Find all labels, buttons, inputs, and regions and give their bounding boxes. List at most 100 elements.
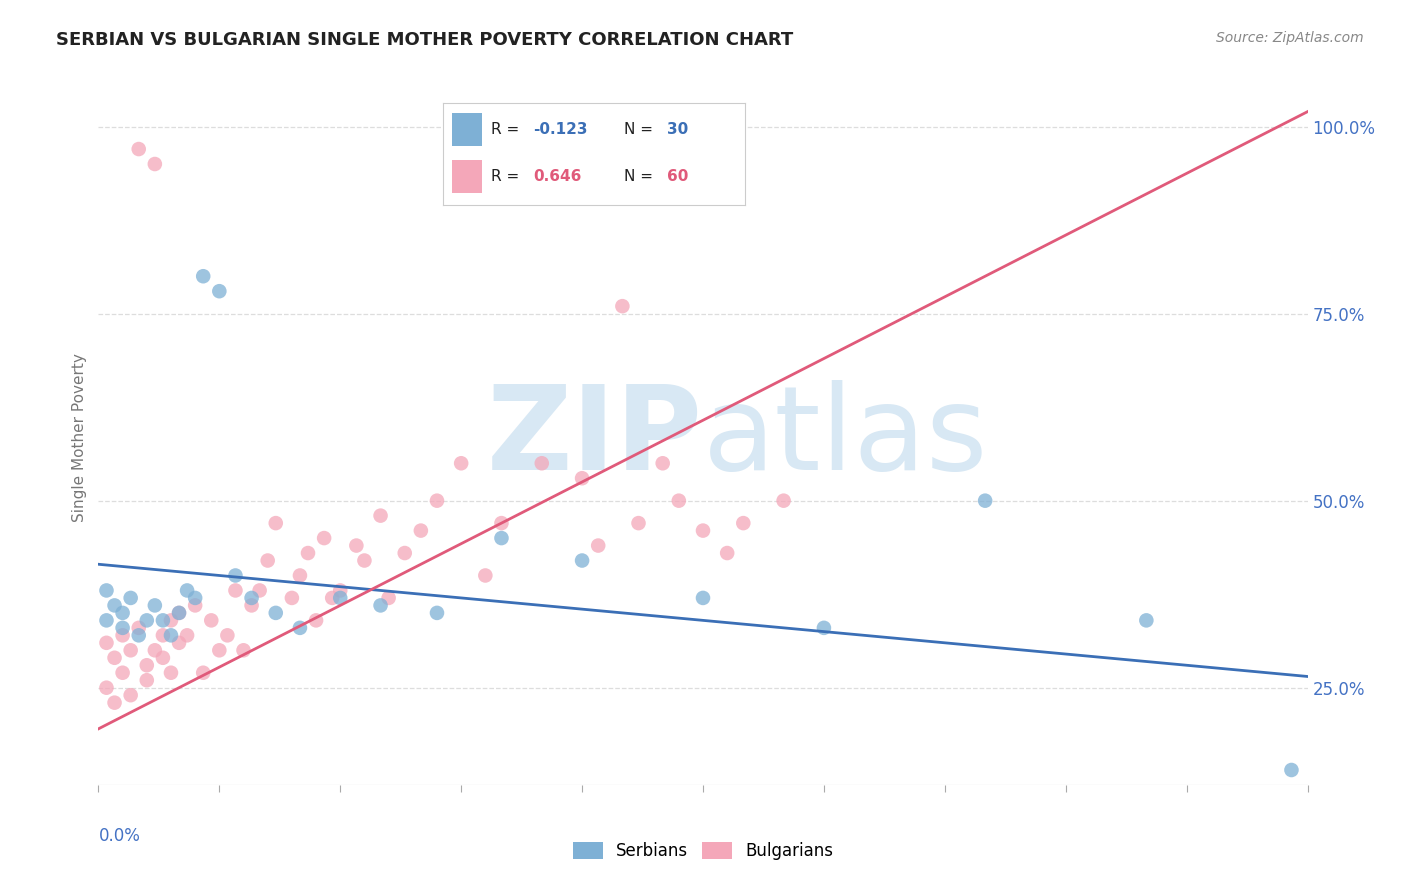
Point [167,636,190,650]
Point [321,591,343,605]
Y-axis label: Single Mother Poverty: Single Mother Poverty [72,352,87,522]
Point [571,553,593,567]
Point [692,591,714,605]
Point [426,606,449,620]
Point [103,650,125,665]
Point [370,508,392,523]
Point [200,613,222,627]
Point [167,606,190,620]
Point [208,643,231,657]
Point [651,456,673,470]
Point [135,673,157,688]
Text: 0.0%: 0.0% [98,827,141,845]
Text: 60: 60 [666,169,688,184]
Text: 30: 30 [666,121,688,136]
Point [232,643,254,657]
Point [305,613,328,627]
Text: SERBIAN VS BULGARIAN SINGLE MOTHER POVERTY CORRELATION CHART: SERBIAN VS BULGARIAN SINGLE MOTHER POVER… [56,31,793,49]
Point [329,591,352,605]
Point [152,650,174,665]
Point [208,284,231,298]
Point [240,591,263,605]
Point [249,583,271,598]
Point [160,665,183,680]
Text: N =: N = [624,169,658,184]
Point [240,599,263,613]
Point [281,591,304,605]
Point [111,606,134,620]
Point [224,568,246,582]
Point [426,493,449,508]
Point [344,539,367,553]
Point [450,456,472,470]
Point [974,493,997,508]
Point [627,516,650,530]
Point [224,583,246,598]
Text: R =: R = [491,169,524,184]
Point [160,628,183,642]
Point [692,524,714,538]
Point [409,524,432,538]
Point [394,546,416,560]
Point [491,531,513,545]
Text: 0.646: 0.646 [534,169,582,184]
Point [152,628,174,642]
Point [96,636,118,650]
Text: atlas: atlas [703,380,988,494]
Point [103,599,125,613]
Point [733,516,755,530]
Point [111,628,134,642]
Point [135,613,157,627]
Point [264,606,287,620]
Point [1281,763,1303,777]
Point [96,613,118,627]
Point [474,568,496,582]
Point [193,665,215,680]
Point [96,583,118,598]
Bar [451,112,482,145]
Point [120,688,142,702]
Point [128,621,150,635]
Text: -0.123: -0.123 [534,121,588,136]
Point [111,621,134,635]
Point [111,665,134,680]
Point [176,628,198,642]
Point [772,493,794,508]
Point [184,591,207,605]
Point [491,516,513,530]
Point [120,643,142,657]
Point [193,269,215,284]
Text: Source: ZipAtlas.com: Source: ZipAtlas.com [1216,31,1364,45]
Point [120,591,142,605]
Text: ZIP: ZIP [486,380,703,494]
Point [370,599,392,613]
Point [571,471,593,485]
Point [377,591,399,605]
Point [530,456,553,470]
Point [128,142,150,156]
Point [143,599,166,613]
Legend: Serbians, Bulgarians: Serbians, Bulgarians [567,836,839,867]
Text: R =: R = [491,121,524,136]
Point [143,157,166,171]
Point [612,299,634,313]
Point [256,553,278,567]
Point [716,546,738,560]
Point [297,546,319,560]
Point [1135,613,1157,627]
Point [329,583,352,598]
Point [288,568,311,582]
Point [167,606,190,620]
Point [353,553,375,567]
Bar [451,160,482,193]
Point [314,531,336,545]
Point [96,681,118,695]
Point [143,643,166,657]
Point [152,613,174,627]
Point [668,493,690,508]
Point [176,583,198,598]
Point [135,658,157,673]
Point [128,628,150,642]
Point [103,696,125,710]
Text: N =: N = [624,121,658,136]
